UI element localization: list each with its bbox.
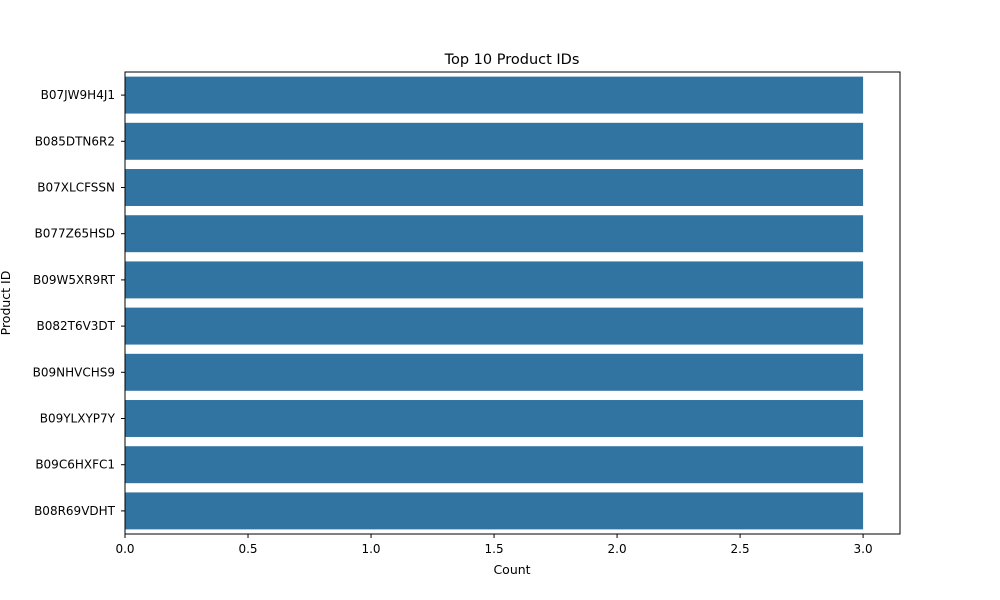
bar-B09NHVCHS9 — [125, 353, 864, 391]
bars-layer — [125, 76, 864, 530]
x-axis-ticks: 0.0 0.5 1.0 1.5 2.0 2.5 3.0 — [115, 534, 873, 556]
y-tick-label: B082T6V3DT — [36, 319, 115, 333]
y-tick-label: B07JW9H4J1 — [41, 88, 115, 102]
x-tick-label: 0.0 — [115, 542, 134, 556]
bar-B07XLCFSSN — [125, 169, 864, 206]
x-tick-label: 1.5 — [485, 542, 504, 556]
x-tick-label: 0.5 — [238, 542, 257, 556]
bar-B09C6HXFC1 — [125, 446, 864, 484]
bar-B082T6V3DT — [125, 307, 864, 345]
y-axis-label: Product ID — [0, 271, 13, 336]
y-tick-label: B08R69VDHT — [34, 504, 116, 518]
x-tick-label: 2.5 — [731, 542, 750, 556]
plot-frame — [124, 71, 901, 535]
bar-B085DTN6R2 — [125, 122, 864, 160]
bar-B07JW9H4J1 — [125, 76, 864, 114]
y-tick-label: B09W5XR9RT — [33, 273, 116, 287]
chart-title: Top 10 Product IDs — [444, 52, 580, 68]
x-tick-label: 1.0 — [361, 542, 380, 556]
bar-B077Z65HSD — [125, 215, 864, 253]
y-tick-label: B077Z65HSD — [34, 227, 115, 241]
x-tick-label: 3.0 — [854, 542, 873, 556]
bar-B09YLXYP7Y — [125, 400, 864, 437]
y-tick-label: B09C6HXFC1 — [35, 458, 115, 472]
y-tick-label: B07XLCFSSN — [37, 181, 115, 195]
bar-B08R69VDHT — [125, 492, 864, 530]
y-tick-label: B085DTN6R2 — [35, 134, 115, 148]
y-tick-label: B09NHVCHS9 — [33, 365, 115, 379]
y-tick-label: B09YLXYP7Y — [40, 412, 116, 426]
x-tick-label: 2.0 — [608, 542, 627, 556]
y-axis-ticks: B07JW9H4J1 B085DTN6R2 B07XLCFSSN B077Z65HSD… — [33, 88, 125, 518]
bar-B09W5XR9RT — [125, 261, 864, 299]
x-axis-label: Count — [493, 562, 530, 577]
